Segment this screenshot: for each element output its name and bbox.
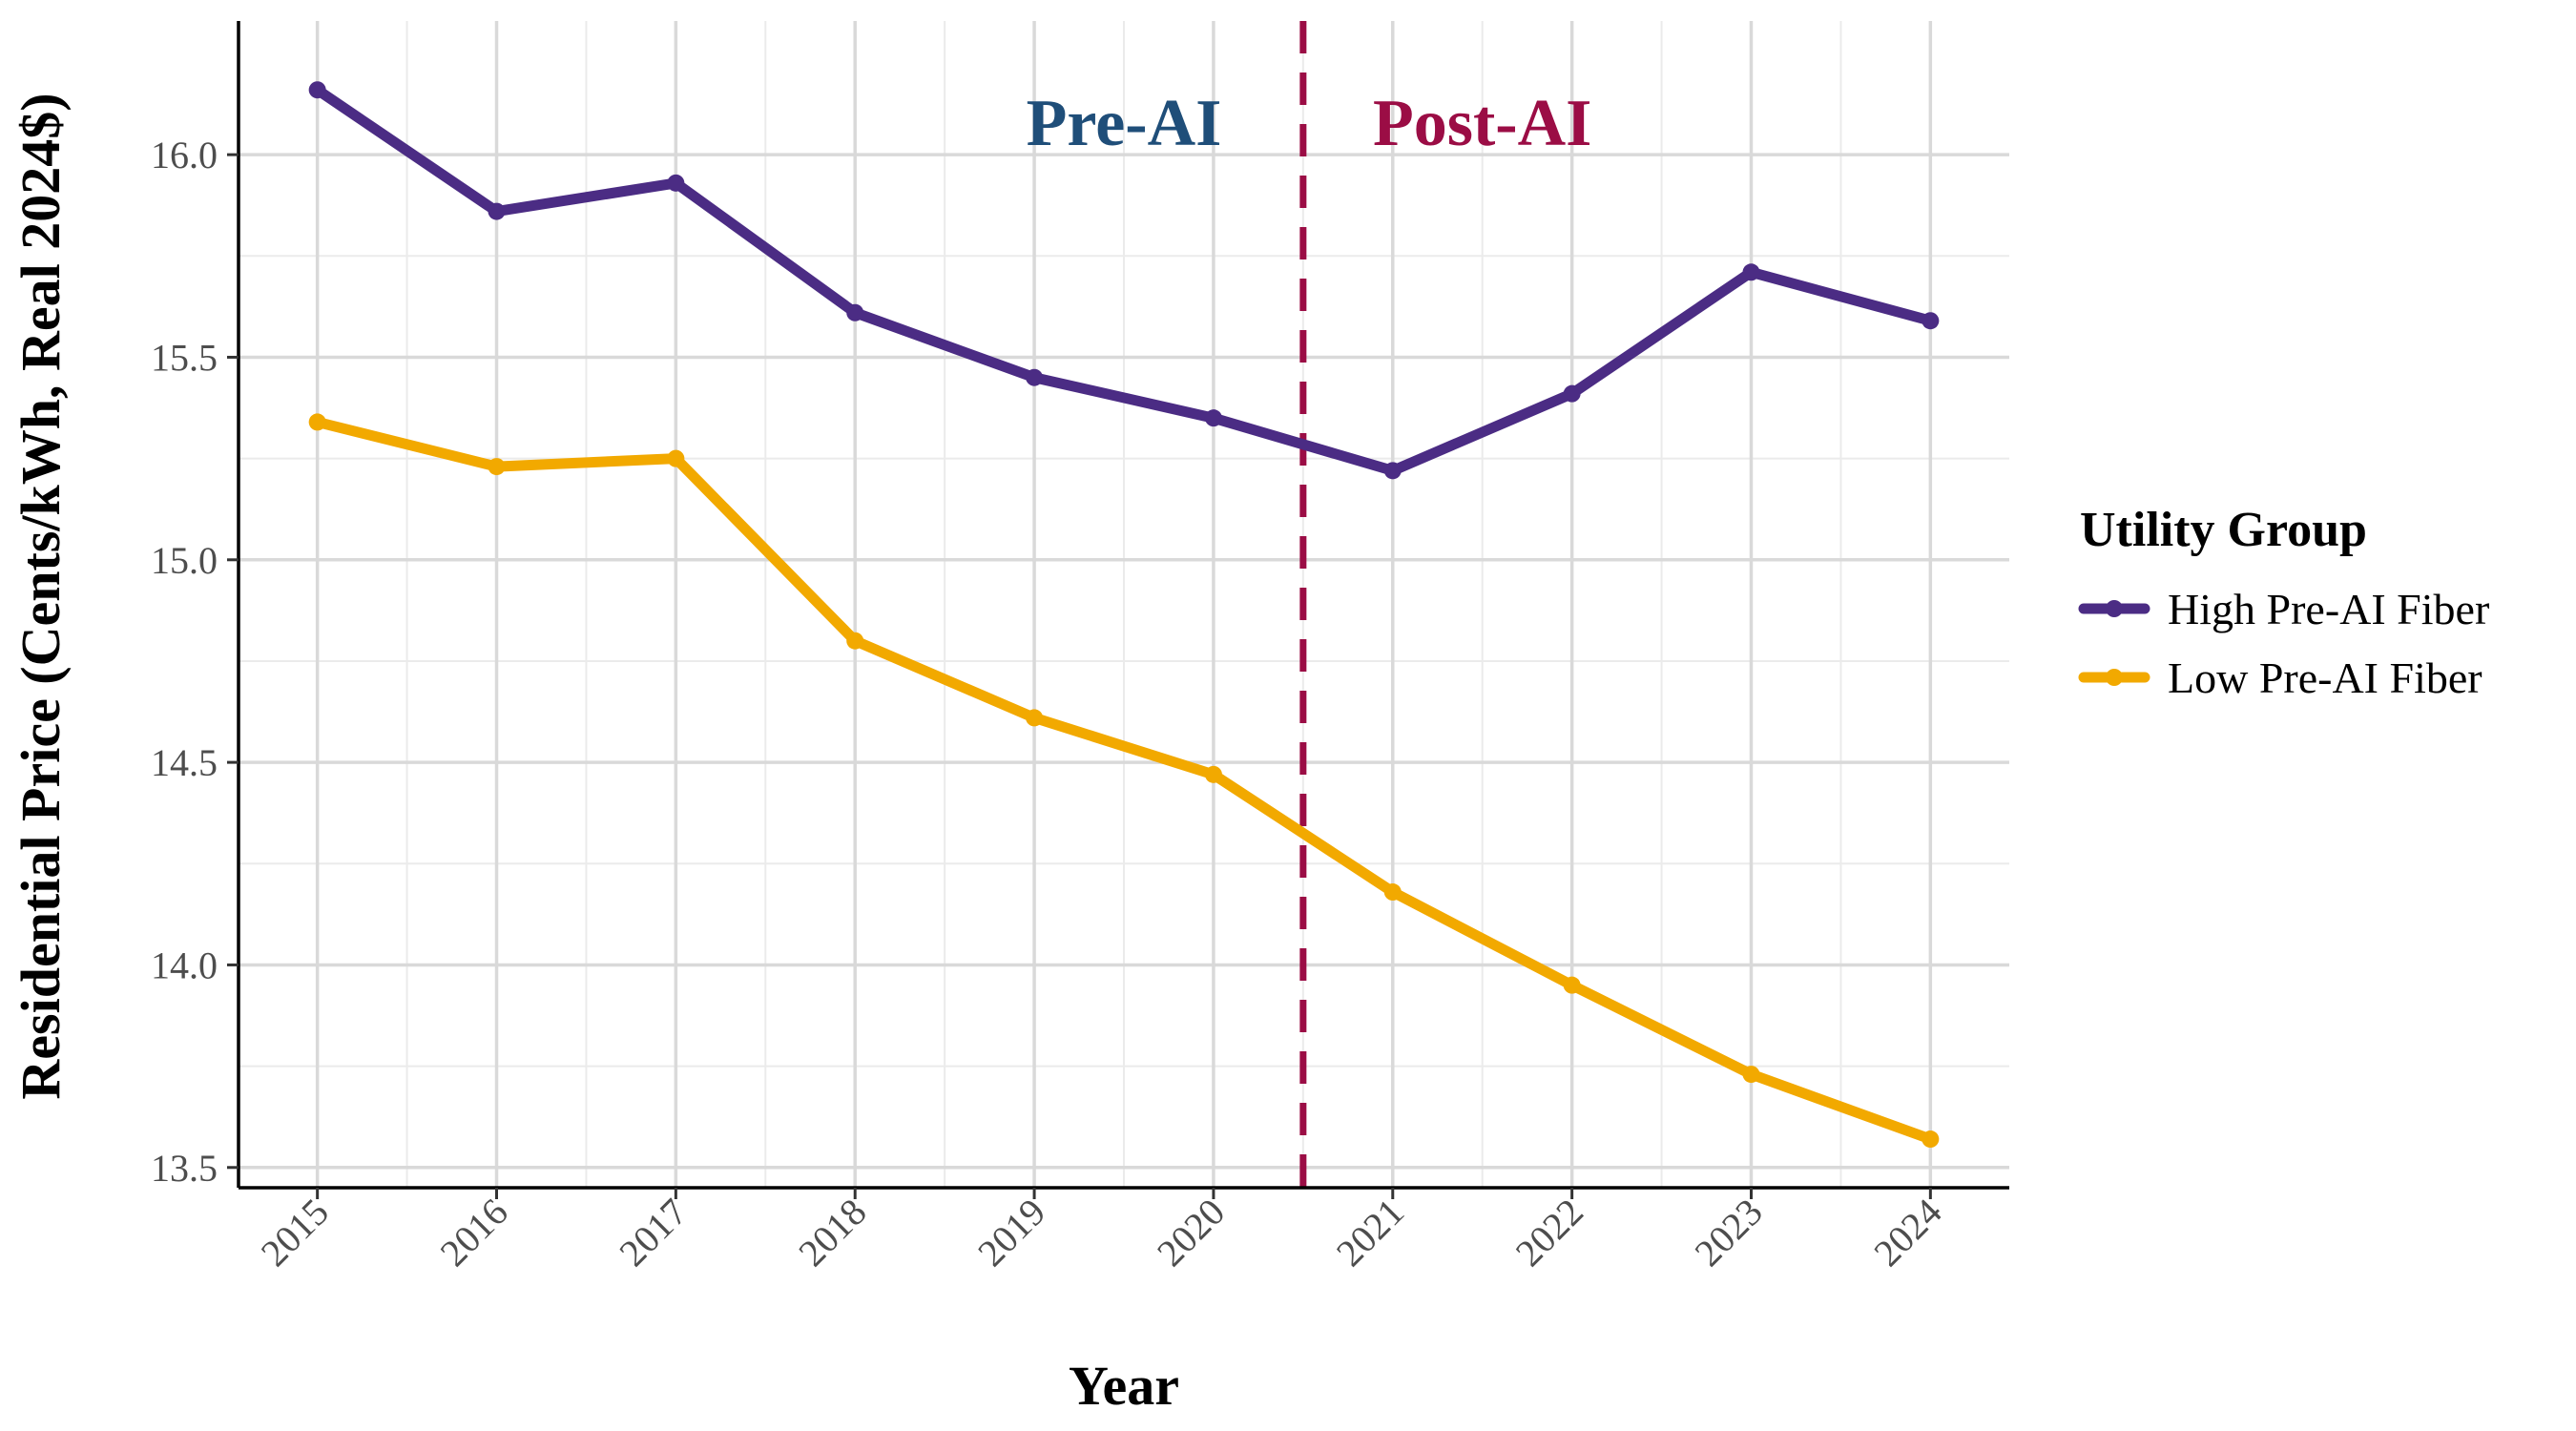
data-point	[667, 449, 685, 467]
grid	[239, 21, 2009, 1188]
legend-label: Low Pre-AI Fiber	[2168, 653, 2483, 702]
x-tick-label: 2022	[1507, 1191, 1591, 1275]
axes: 13.5 14.0 14.5 15.0 15.5 16.0 2015 2016 2017 2018…	[151, 21, 2009, 1275]
y-tick-label: 16.0	[151, 134, 218, 176]
y-tick-label: 14.5	[151, 741, 218, 784]
legend-label: High Pre-AI Fiber	[2168, 585, 2489, 633]
data-point	[488, 202, 506, 220]
data-point	[846, 632, 864, 650]
data-point	[1204, 409, 1222, 427]
data-point	[1742, 1066, 1760, 1084]
legend-swatch-point	[2106, 669, 2123, 686]
data-point	[1383, 462, 1402, 480]
series-group	[308, 81, 1940, 1149]
legend: Utility Group High Pre-AI Fiber Low Pre-A…	[2078, 503, 2489, 702]
data-point	[1563, 976, 1581, 994]
data-point	[308, 81, 326, 99]
post-ai-annotation: Post-AI	[1373, 87, 1591, 160]
data-point	[667, 174, 685, 192]
x-tick-label: 2017	[611, 1191, 695, 1275]
data-point	[1204, 765, 1222, 783]
x-tick-label: 2016	[431, 1191, 515, 1275]
data-point	[1922, 312, 1940, 330]
annotations: Pre-AI Post-AI	[1027, 87, 1592, 160]
y-axis-title: Residential Price (Cents/kWh, Real 2024$…	[10, 93, 72, 1099]
data-point	[1563, 384, 1581, 403]
pre-ai-annotation: Pre-AI	[1027, 87, 1222, 160]
data-point	[846, 303, 864, 321]
data-point	[1922, 1130, 1940, 1149]
legend-items: High Pre-AI Fiber Low Pre-AI Fiber	[2078, 585, 2489, 702]
legend-swatch-point	[2106, 600, 2123, 617]
y-tick-label: 14.0	[151, 944, 218, 986]
y-tick-label: 13.5	[151, 1147, 218, 1190]
x-tick-label: 2021	[1328, 1191, 1412, 1275]
y-tick-label: 15.0	[151, 539, 218, 582]
data-point	[1742, 263, 1760, 281]
x-tick-label: 2023	[1686, 1191, 1770, 1275]
x-tick-label: 2020	[1149, 1191, 1233, 1275]
data-point	[488, 458, 506, 476]
x-tick-label: 2024	[1865, 1191, 1949, 1275]
data-point	[308, 413, 326, 431]
legend-title: Utility Group	[2080, 503, 2367, 557]
x-axis-title: Year	[1069, 1355, 1179, 1417]
data-point	[1026, 368, 1044, 386]
x-tick-label: 2018	[790, 1191, 874, 1275]
x-tick-label: 2019	[969, 1191, 1053, 1275]
data-point	[1026, 709, 1044, 727]
data-point	[1383, 883, 1402, 902]
series-line-low-pre-ai-fiber	[312, 416, 1936, 1145]
series-line-high-pre-ai-fiber	[312, 84, 1936, 476]
x-tick-label: 2015	[253, 1191, 337, 1275]
y-tick-label: 15.5	[151, 336, 218, 379]
